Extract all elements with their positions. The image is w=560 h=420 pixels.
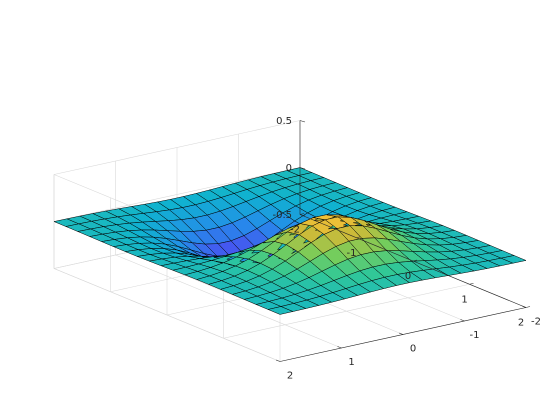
- left-wall-grid-line-z: [53, 120, 301, 175]
- left-wall-grid-line-z: [53, 167, 301, 222]
- y-tick-mark: [398, 332, 404, 335]
- axes-box: [275, 120, 531, 362]
- x-tick-mark: [356, 236, 361, 239]
- z-tick-label: -0.5: [272, 210, 292, 221]
- x-tick-label: -1: [347, 248, 357, 259]
- z-tick-label: 0: [286, 163, 292, 174]
- x-tick-mark: [412, 259, 418, 262]
- y-tick-label: -2: [531, 317, 541, 328]
- x-tick-mark: [525, 306, 531, 308]
- z-tick-mark: [299, 167, 306, 170]
- right-wall-grid-line-z: [53, 268, 281, 362]
- surface-patch: [500, 255, 527, 264]
- y-tick-label: 1: [348, 357, 354, 368]
- z-tick-mark: [299, 120, 306, 123]
- y-tick-label: 0: [410, 344, 416, 355]
- z-tick-label: 0.5: [276, 116, 292, 127]
- y-tick-label: -1: [470, 330, 480, 341]
- y-tick-label: 2: [287, 371, 293, 382]
- x-tick-label: 2: [518, 318, 524, 329]
- y-tick-mark: [337, 346, 342, 349]
- x-tick-label: -2: [290, 225, 300, 236]
- x-tick-mark: [469, 282, 474, 285]
- x-tick-label: 0: [405, 271, 411, 282]
- z-tick-mark: [299, 214, 306, 217]
- y-tick-mark: [460, 319, 465, 322]
- surface-mesh: [53, 167, 527, 315]
- x-tick-mark: [299, 213, 305, 215]
- y-tick-mark: [521, 305, 527, 308]
- tick-labels: -0.5 0 0.5 -2 -1 0 1 2 -2 -1 0 1 2: [272, 116, 541, 382]
- y-tick-mark: [275, 359, 281, 362]
- floor-grid-line-y: [115, 254, 342, 349]
- x-tick-label: 1: [461, 294, 467, 305]
